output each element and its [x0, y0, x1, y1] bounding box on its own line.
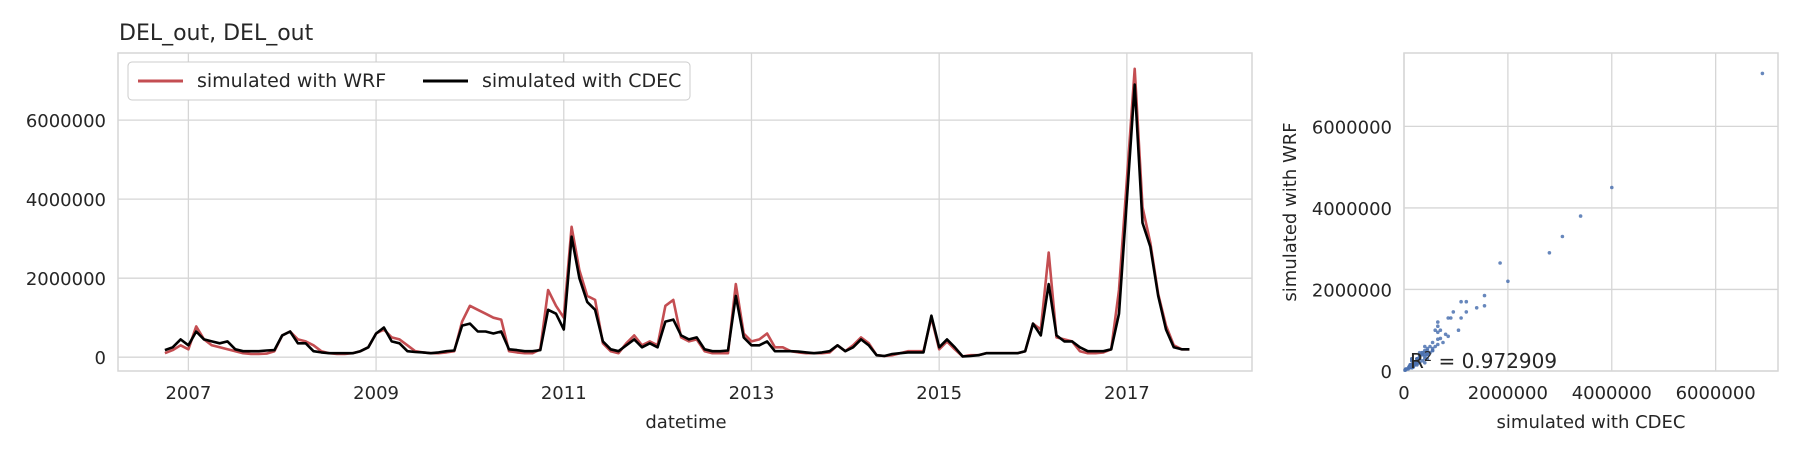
- ts-y-tick-label: 2000000: [26, 269, 106, 290]
- scatter-point: [1430, 348, 1435, 353]
- series-line-cdec: [164, 83, 1190, 358]
- scatter-point: [1436, 330, 1440, 335]
- scatter-point: [1459, 316, 1463, 320]
- scatter-point: [1560, 234, 1565, 239]
- sc-x-axis-label: simulated with CDEC: [1497, 412, 1686, 433]
- scatter-point: [1423, 361, 1427, 365]
- scatter-point: [1412, 361, 1417, 365]
- sc-y-tick-label: 6000000: [1312, 117, 1392, 138]
- legend: simulated with WRF simulated with CDEC: [127, 61, 691, 101]
- scatter-point: [1446, 316, 1450, 320]
- scatter-point: [1417, 354, 1422, 359]
- ts-y-tick-label: 6000000: [26, 111, 106, 132]
- ts-x-tick-labels: 2007 2009 2011 2013 2015 2017: [165, 383, 1149, 404]
- scatter-point: [1451, 310, 1456, 314]
- sc-x-tick-label: 4000000: [1572, 383, 1652, 404]
- ts-grid: [118, 53, 1252, 371]
- r-squared-exponent: 2: [1424, 350, 1432, 365]
- scatter-point: [1415, 363, 1419, 367]
- scatter-point: [1410, 364, 1414, 368]
- scatter-point: [1420, 359, 1424, 363]
- ts-plot-area: [117, 52, 1253, 372]
- scatter-point: [1449, 316, 1453, 320]
- scatter-point: [1464, 310, 1469, 314]
- scatter-point: [1441, 340, 1445, 345]
- ts-y-tick-label: 4000000: [26, 190, 106, 211]
- sc-y-tick-label: 0: [1381, 362, 1392, 383]
- scatter-point: [1610, 185, 1614, 190]
- sc-y-tick-labels: 0 2000000 4000000 6000000: [1312, 117, 1392, 383]
- ts-x-tick-label: 2013: [729, 383, 775, 404]
- chart-title: DEL_out, DEL_out: [119, 21, 314, 46]
- sc-x-tick-label: 2000000: [1468, 383, 1548, 404]
- scatter-point: [1436, 320, 1440, 324]
- scatter-point: [1425, 357, 1430, 361]
- time-series-chart: DEL_out, DEL_out 0200000040000006000000 …: [26, 21, 1253, 433]
- sc-x-tick-label: 0: [1398, 383, 1409, 404]
- scatter-point: [1482, 293, 1487, 298]
- scatter-point: [1433, 344, 1437, 349]
- scatter-point: [1436, 342, 1440, 347]
- scatter-point: [1482, 304, 1487, 308]
- scatter-point: [1415, 357, 1419, 361]
- ts-y-tick-label: 0: [95, 348, 106, 369]
- legend-label-wrf: simulated with WRF: [197, 70, 386, 92]
- sc-y-tick-label: 4000000: [1312, 199, 1392, 220]
- legend-label-cdec: simulated with CDEC: [482, 70, 681, 92]
- scatter-point: [1506, 279, 1510, 284]
- scatter-point: [1464, 299, 1469, 304]
- scatter-point: [1404, 367, 1409, 371]
- scatter-point: [1446, 334, 1450, 339]
- ts-series-lines: [164, 67, 1190, 358]
- scatter-point: [1760, 71, 1765, 76]
- scatter-point: [1420, 352, 1424, 357]
- ts-x-tick-label: 2007: [165, 383, 211, 404]
- scatter-point: [1423, 352, 1427, 357]
- sc-grid: [1403, 53, 1778, 372]
- scatter-point: [1430, 340, 1435, 345]
- scatter-point: [1443, 332, 1448, 337]
- scatter-point: [1436, 324, 1440, 329]
- sc-x-tick-label: 6000000: [1676, 383, 1756, 404]
- scatter-point: [1428, 344, 1432, 349]
- sc-y-tick-label: 2000000: [1312, 280, 1392, 301]
- sc-plot-area: [1403, 52, 1779, 372]
- sc-y-axis-label: simulated with WRF: [1280, 122, 1301, 301]
- scatter-point: [1423, 344, 1427, 349]
- scatter-point: [1417, 361, 1422, 365]
- scatter-point: [1425, 348, 1430, 353]
- ts-y-tick-labels: 0 2000000 4000000 6000000: [26, 111, 106, 369]
- sc-x-tick-labels: 0 2000000 4000000 6000000: [1398, 383, 1755, 404]
- ts-x-tick-label: 2009: [353, 383, 399, 404]
- ts-x-axis-label: datetime: [645, 412, 726, 433]
- r-squared-annotation: R2 = 0.972909: [1410, 349, 1557, 373]
- ts-x-tick-label: 2015: [916, 383, 962, 404]
- scatter-point: [1456, 328, 1461, 333]
- ts-x-tick-label: 2011: [541, 383, 587, 404]
- ts-x-tick-label: 2017: [1104, 383, 1150, 404]
- scatter-point: [1425, 352, 1430, 357]
- scatter-point: [1428, 350, 1432, 355]
- r-squared-symbol: R: [1410, 349, 1424, 373]
- scatter-point: [1547, 251, 1552, 255]
- scatter-point: [1417, 350, 1422, 355]
- sc-points: [1403, 71, 1765, 373]
- scatter-point: [1459, 299, 1463, 304]
- scatter-point: [1438, 336, 1443, 341]
- scatter-point: [1438, 328, 1443, 333]
- scatter-point: [1410, 359, 1414, 363]
- scatter-point: [1578, 214, 1583, 218]
- scatter-point: [1498, 261, 1502, 265]
- scatter-chart: 0 2000000 4000000 6000000 0 2000000 4000000 60…: [1280, 52, 1779, 433]
- scatter-point: [1433, 328, 1437, 333]
- scatter-point: [1474, 306, 1479, 310]
- legend-box: [127, 61, 691, 101]
- r-squared-value: = 0.972909: [1432, 349, 1557, 373]
